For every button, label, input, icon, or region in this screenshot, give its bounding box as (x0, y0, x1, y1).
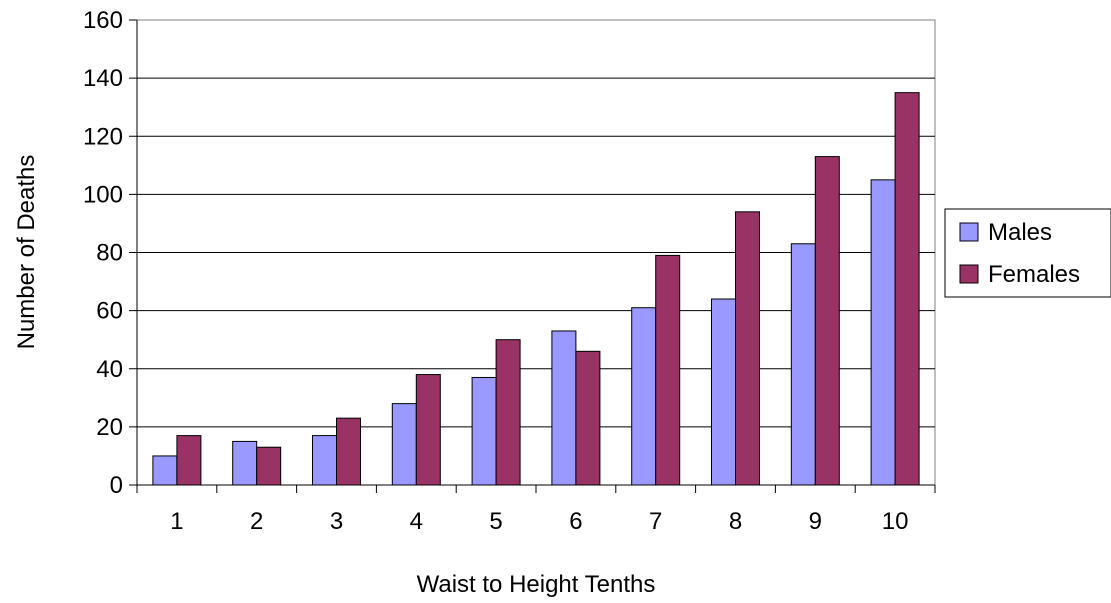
bar-males-2 (232, 440, 258, 486)
y-tick-label: 20 (96, 414, 123, 441)
y-tick-label: 0 (110, 472, 123, 499)
bar-females-4 (415, 374, 441, 486)
axes (129, 19, 936, 493)
x-tick-label: 6 (569, 508, 582, 535)
bar-females-3 (336, 417, 361, 486)
y-tick-labels: 0 20 40 60 80 100 120 140 160 (83, 7, 123, 499)
x-tick-label: 8 (729, 508, 742, 535)
x-tick-label: 5 (489, 508, 502, 535)
bar-males-8 (711, 298, 736, 486)
bar-females-10 (894, 92, 920, 486)
bar-males-9 (790, 243, 816, 486)
x-tick-label: 3 (330, 508, 343, 535)
bar-males-4 (391, 403, 417, 486)
bar-males-7 (631, 307, 657, 486)
legend-swatch-males (959, 222, 979, 242)
bar-females-6 (575, 350, 601, 486)
y-tick-label: 100 (83, 181, 123, 208)
bar-females-2 (256, 446, 282, 486)
y-tick-label: 80 (96, 240, 123, 267)
x-tick-label: 10 (882, 508, 909, 535)
x-axis-title: Waist to Height Tenths (417, 571, 656, 598)
bar-males-3 (312, 435, 337, 486)
bar-males-5 (471, 376, 497, 486)
bar-females-1 (176, 435, 202, 486)
bar-females-9 (814, 156, 840, 486)
bar-females-5 (495, 339, 521, 486)
x-tick-label: 2 (250, 508, 263, 535)
legend-swatch-females (959, 264, 979, 284)
bar-females-8 (735, 211, 760, 486)
bar-males-1 (152, 455, 178, 486)
x-tick-labels: 1 2 3 4 5 6 7 8 9 10 (170, 508, 908, 535)
y-tick-label: 160 (83, 7, 123, 34)
legend-label-females: Females (988, 261, 1080, 288)
x-tick-label: 9 (809, 508, 822, 535)
bar-males-6 (551, 330, 577, 486)
y-axis-title: Number of Deaths (13, 155, 40, 350)
y-tick-label: 140 (83, 65, 123, 92)
bar-males-10 (870, 179, 896, 486)
bars (152, 92, 920, 486)
y-tick-label: 60 (96, 298, 123, 325)
x-tick-label: 1 (170, 508, 183, 535)
x-tick-label: 7 (649, 508, 662, 535)
bar-females-7 (655, 254, 681, 486)
y-tick-label: 120 (83, 123, 123, 150)
y-tick-label: 40 (96, 356, 123, 383)
legend-label-males: Males (988, 219, 1052, 246)
legend: Males Females (944, 208, 1111, 298)
x-tick-label: 4 (410, 508, 423, 535)
